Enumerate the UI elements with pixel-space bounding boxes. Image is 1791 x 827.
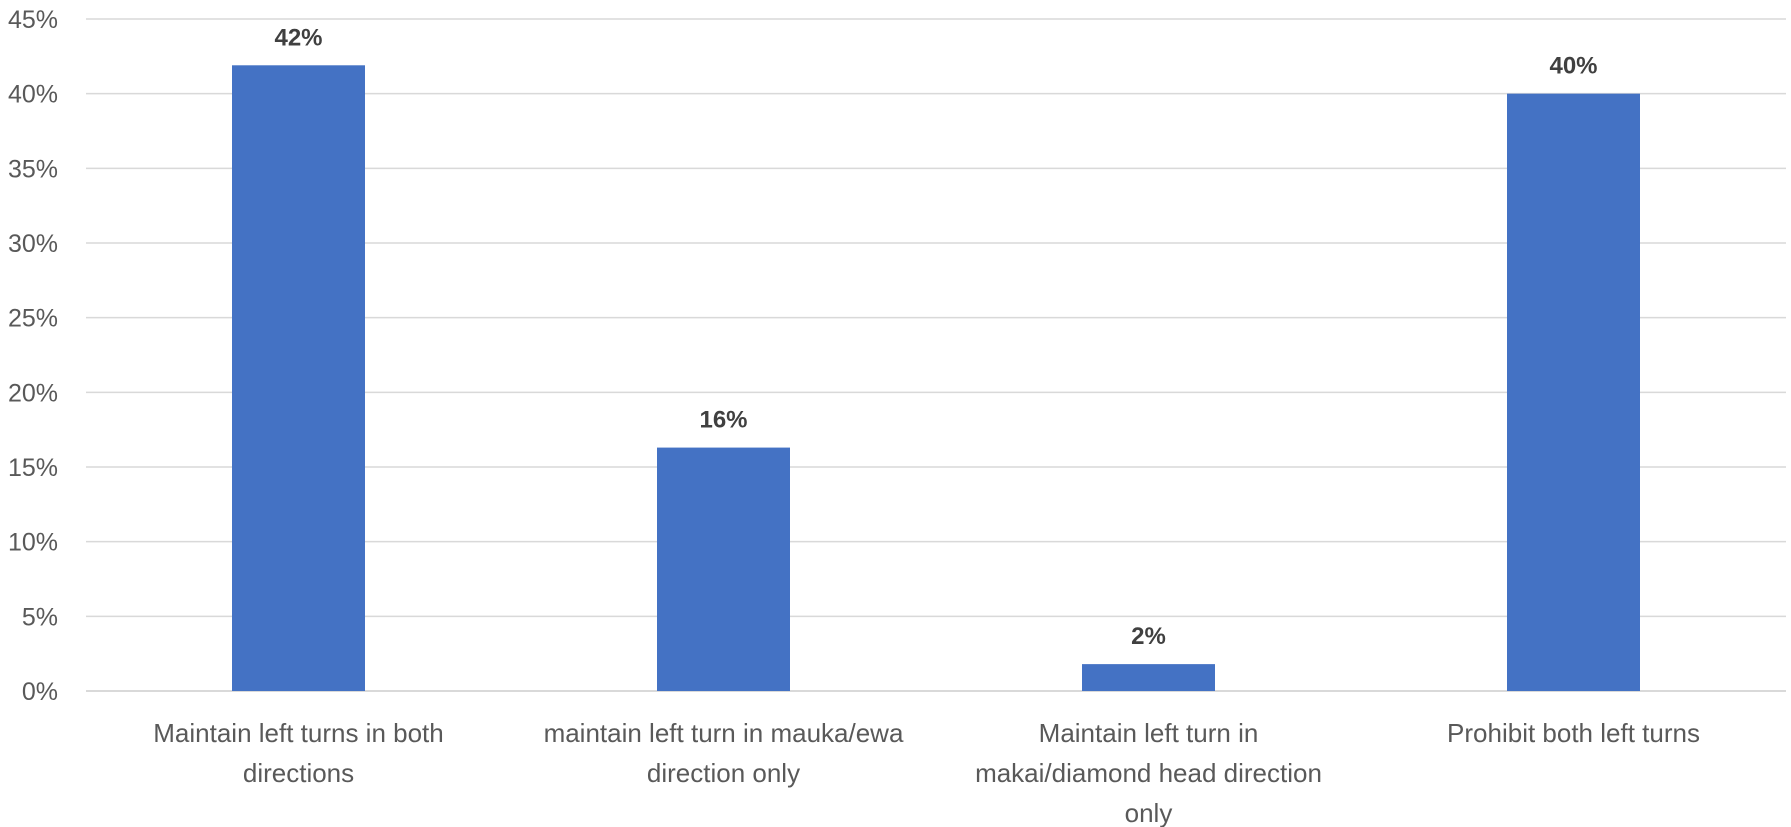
y-tick-label: 30% [8, 230, 58, 258]
bar [1082, 664, 1215, 691]
data-label: 42% [274, 24, 322, 51]
y-axis-tick-labels: 0% 5% 10% 15% 20% 25% 30% 35% 40% 45% [8, 6, 58, 706]
bar [1507, 93, 1640, 691]
y-tick-label: 40% [8, 81, 58, 109]
category-label-line: direction only [647, 758, 800, 788]
y-tick-label: 45% [8, 6, 58, 34]
bar [232, 65, 365, 691]
y-tick-label: 5% [22, 603, 58, 631]
category-label-line: Prohibit both left turns [1447, 718, 1700, 748]
data-labels: 42% 16% 2% 40% [274, 24, 1597, 650]
data-label: 2% [1131, 623, 1166, 650]
y-tick-label: 25% [8, 305, 58, 333]
bar [657, 447, 790, 691]
bars [232, 65, 1640, 691]
y-tick-label: 10% [8, 529, 58, 557]
y-tick-label: 35% [8, 155, 58, 183]
category-label-line: Maintain left turn in [1039, 718, 1259, 748]
grid-lines [86, 18, 1786, 692]
category-label-line: Maintain left turns in both [153, 718, 444, 748]
x-axis-category-labels: Maintain left turns in both directions mai… [153, 718, 1700, 827]
y-tick-label: 15% [8, 454, 58, 482]
category-label-line: directions [243, 758, 354, 788]
category-label: Prohibit both left turns [1447, 718, 1700, 748]
category-label: maintain left turn in mauka/ewa direction… [544, 718, 904, 788]
category-label-line: maintain left turn in mauka/ewa [544, 718, 904, 748]
category-label-line: only [1125, 798, 1173, 827]
category-label: Maintain left turns in both directions [153, 718, 444, 788]
category-label: Maintain left turn in makai/diamond head … [975, 718, 1322, 827]
y-tick-label: 20% [8, 379, 58, 407]
data-label: 40% [1549, 53, 1597, 80]
y-tick-label: 0% [22, 678, 58, 706]
category-label-line: makai/diamond head direction [975, 758, 1322, 788]
data-label: 16% [699, 407, 747, 434]
